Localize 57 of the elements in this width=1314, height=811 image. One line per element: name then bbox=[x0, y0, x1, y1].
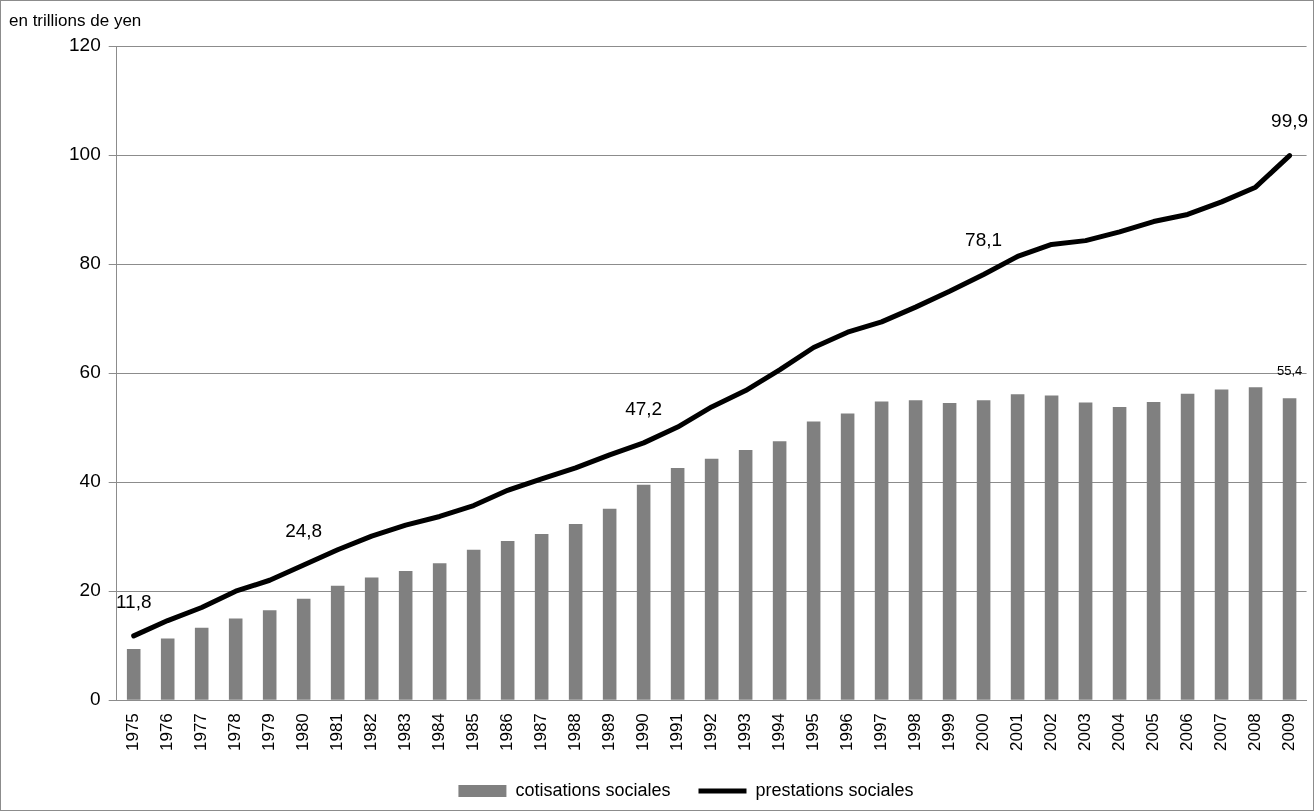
data-label: 55,4 bbox=[1276, 363, 1303, 379]
x-tick-label: 1993 bbox=[735, 713, 755, 752]
x-tick-label: 1975 bbox=[123, 713, 143, 752]
y-axis-title: en trillions de yen bbox=[9, 11, 142, 31]
x-tick-label: 1995 bbox=[803, 713, 823, 752]
data-label: 78,1 bbox=[965, 229, 1003, 251]
x-tick-label: 2004 bbox=[1109, 713, 1129, 752]
x-tick-label: 1991 bbox=[667, 713, 687, 752]
x-tick-label: 2009 bbox=[1279, 713, 1299, 752]
bar bbox=[228, 618, 243, 700]
y-tick-label: 80 bbox=[79, 252, 101, 274]
bar bbox=[160, 638, 175, 700]
data-label: 11,8 bbox=[115, 590, 152, 612]
data-label: 47,2 bbox=[625, 397, 663, 419]
x-tick-label: 1990 bbox=[633, 713, 653, 752]
x-tick-label: 1982 bbox=[361, 713, 381, 752]
x-tick-label: 2006 bbox=[1177, 713, 1197, 752]
x-tick-label: 1986 bbox=[497, 713, 517, 752]
y-tick-label: 0 bbox=[90, 688, 101, 710]
bar bbox=[296, 598, 311, 700]
x-tick-label: 1999 bbox=[939, 713, 959, 752]
x-tick-label: 2002 bbox=[1041, 713, 1061, 752]
bar bbox=[194, 627, 209, 700]
y-tick-label: 20 bbox=[79, 579, 101, 601]
x-tick-label: 2001 bbox=[1007, 713, 1027, 752]
x-tick-label: 1980 bbox=[293, 713, 313, 752]
x-tick-label: 1994 bbox=[769, 713, 789, 752]
x-tick-label: 1981 bbox=[327, 713, 347, 752]
y-tick-label: 120 bbox=[69, 34, 101, 56]
y-tick-label: 60 bbox=[79, 361, 101, 383]
bar bbox=[126, 648, 141, 700]
x-tick-label: 1996 bbox=[837, 713, 857, 752]
y-tick-label: 100 bbox=[69, 143, 101, 165]
x-tick-label: 2008 bbox=[1245, 713, 1265, 752]
x-tick-label: 1998 bbox=[905, 713, 925, 752]
x-tick-label: 1985 bbox=[463, 713, 483, 752]
data-label: 99,9 bbox=[1271, 110, 1309, 132]
x-tick-label: 1977 bbox=[191, 713, 211, 752]
bar bbox=[262, 610, 277, 700]
data-label: 24,8 bbox=[285, 519, 323, 541]
x-tick-label: 1997 bbox=[871, 713, 891, 752]
x-tick-label: 1979 bbox=[259, 713, 279, 752]
x-tick-label: 2007 bbox=[1211, 713, 1231, 752]
x-tick-label: 1992 bbox=[701, 713, 721, 752]
x-tick-label: 2000 bbox=[973, 713, 993, 752]
x-tick-label: 1978 bbox=[225, 713, 245, 752]
x-tick-label: 2005 bbox=[1143, 713, 1163, 752]
x-tick-label: 1983 bbox=[395, 713, 415, 752]
x-tick-label: 1984 bbox=[429, 713, 449, 752]
x-tick-label: 1976 bbox=[157, 713, 177, 752]
x-tick-label: 1987 bbox=[531, 713, 551, 752]
legend-label: prestations sociales bbox=[755, 779, 914, 800]
x-tick-label: 1989 bbox=[599, 713, 619, 752]
x-tick-label: 2003 bbox=[1075, 713, 1095, 752]
y-tick-label: 40 bbox=[79, 470, 101, 492]
x-tick-label: 1988 bbox=[565, 713, 585, 752]
legend-label: cotisations sociales bbox=[515, 779, 671, 800]
